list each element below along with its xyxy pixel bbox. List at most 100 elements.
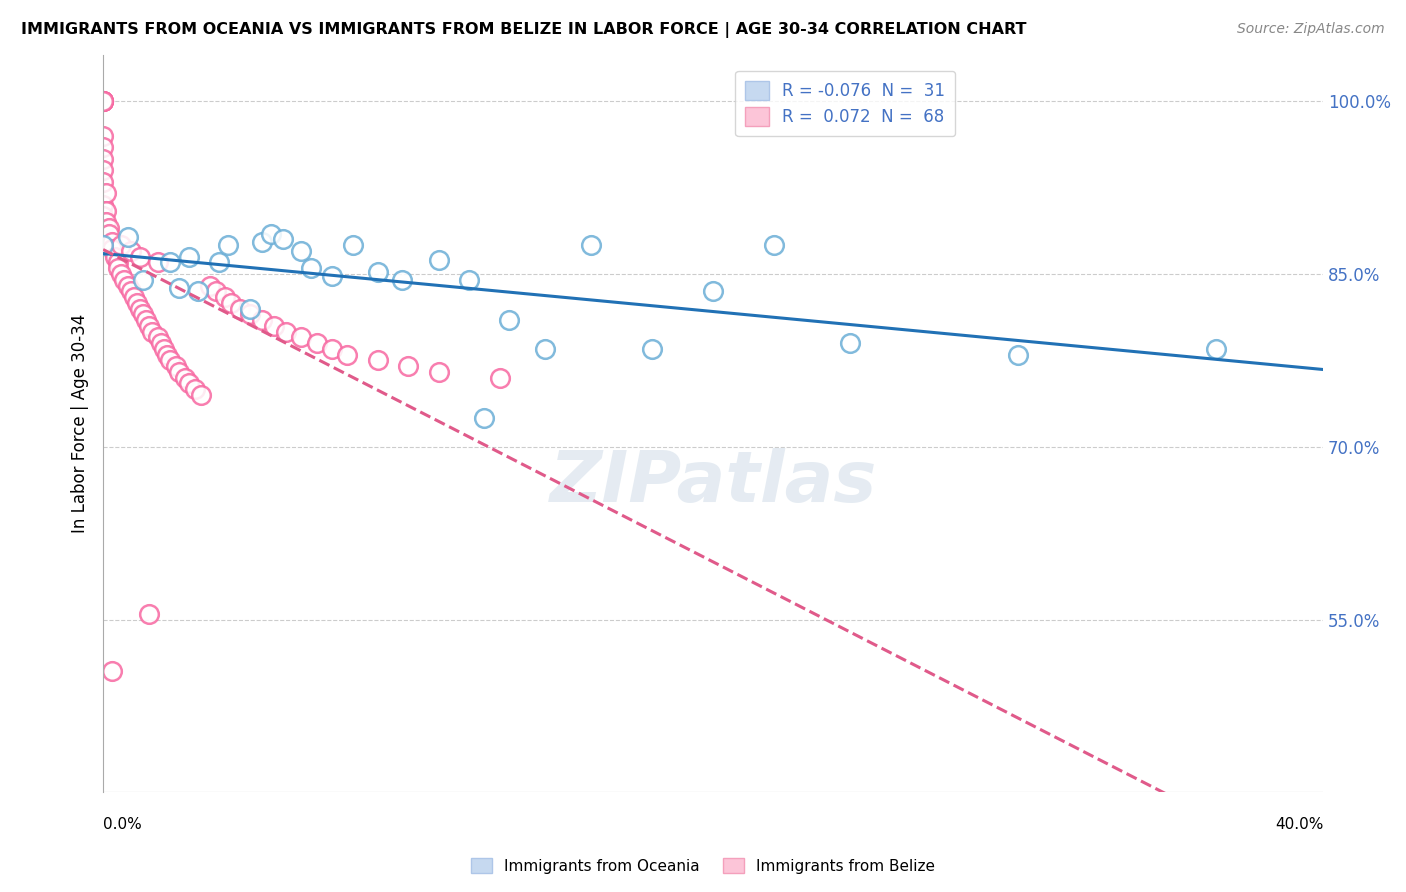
Point bbox=[135, 313, 157, 327]
Point bbox=[132, 273, 155, 287]
Legend: R = -0.076  N =  31, R =  0.072  N =  68: R = -0.076 N = 31, R = 0.072 N = 68 bbox=[735, 70, 955, 136]
Point bbox=[138, 318, 160, 333]
Point bbox=[110, 267, 132, 281]
Point bbox=[702, 285, 724, 299]
Point bbox=[271, 232, 294, 246]
Point bbox=[305, 336, 328, 351]
Point bbox=[488, 370, 510, 384]
Point bbox=[150, 336, 173, 351]
Point bbox=[96, 215, 118, 229]
Point bbox=[146, 330, 169, 344]
Point bbox=[117, 230, 139, 244]
Point bbox=[229, 301, 252, 316]
Point bbox=[260, 227, 283, 241]
Point bbox=[101, 235, 124, 249]
Point bbox=[91, 94, 114, 108]
Point bbox=[250, 313, 273, 327]
Point bbox=[321, 269, 343, 284]
Text: ZIPatlas: ZIPatlas bbox=[550, 449, 877, 517]
Point bbox=[177, 250, 200, 264]
Point bbox=[153, 342, 176, 356]
Point bbox=[198, 278, 221, 293]
Text: 40.0%: 40.0% bbox=[1275, 817, 1323, 832]
Point bbox=[110, 238, 132, 252]
Point bbox=[169, 281, 191, 295]
Point bbox=[534, 342, 557, 356]
Point bbox=[101, 665, 124, 679]
Point bbox=[128, 250, 150, 264]
Point bbox=[205, 285, 228, 299]
Point bbox=[91, 128, 114, 143]
Point bbox=[238, 307, 260, 321]
Y-axis label: In Labor Force | Age 30-34: In Labor Force | Age 30-34 bbox=[72, 314, 89, 533]
Point bbox=[98, 221, 121, 235]
Point bbox=[458, 273, 481, 287]
Point bbox=[276, 325, 298, 339]
Point bbox=[98, 227, 121, 241]
Point bbox=[1007, 348, 1029, 362]
Point bbox=[219, 295, 242, 310]
Text: IMMIGRANTS FROM OCEANIA VS IMMIGRANTS FROM BELIZE IN LABOR FORCE | AGE 30-34 COR: IMMIGRANTS FROM OCEANIA VS IMMIGRANTS FR… bbox=[21, 22, 1026, 38]
Point bbox=[138, 607, 160, 621]
Text: Source: ZipAtlas.com: Source: ZipAtlas.com bbox=[1237, 22, 1385, 37]
Point bbox=[96, 203, 118, 218]
Point bbox=[117, 278, 139, 293]
Point bbox=[1205, 342, 1227, 356]
Point bbox=[91, 94, 114, 108]
Point bbox=[96, 186, 118, 201]
Point bbox=[641, 342, 664, 356]
Point bbox=[91, 152, 114, 166]
Point bbox=[91, 140, 114, 154]
Point bbox=[427, 253, 450, 268]
Point bbox=[250, 235, 273, 249]
Point bbox=[177, 376, 200, 391]
Point bbox=[498, 313, 520, 327]
Point bbox=[474, 411, 496, 425]
Point bbox=[839, 336, 862, 351]
Text: 0.0%: 0.0% bbox=[103, 817, 142, 832]
Point bbox=[299, 261, 322, 276]
Point bbox=[174, 370, 197, 384]
Point bbox=[91, 94, 114, 108]
Point bbox=[159, 353, 181, 368]
Point bbox=[169, 365, 191, 379]
Point bbox=[427, 365, 450, 379]
Point bbox=[391, 273, 413, 287]
Point bbox=[165, 359, 187, 374]
Point bbox=[122, 290, 145, 304]
Point bbox=[107, 255, 129, 269]
Point bbox=[367, 265, 389, 279]
Point bbox=[367, 353, 389, 368]
Point bbox=[156, 348, 179, 362]
Point bbox=[763, 238, 786, 252]
Point bbox=[101, 242, 124, 256]
Point bbox=[217, 238, 239, 252]
Point bbox=[290, 330, 312, 344]
Point bbox=[120, 244, 142, 258]
Point bbox=[120, 285, 142, 299]
Point bbox=[91, 198, 114, 212]
Point bbox=[238, 301, 260, 316]
Point bbox=[91, 94, 114, 108]
Point bbox=[91, 94, 114, 108]
Point bbox=[128, 301, 150, 316]
Point bbox=[91, 175, 114, 189]
Point bbox=[183, 382, 205, 396]
Point bbox=[342, 238, 364, 252]
Point bbox=[336, 348, 359, 362]
Point bbox=[579, 238, 602, 252]
Point bbox=[104, 250, 127, 264]
Point bbox=[91, 94, 114, 108]
Point bbox=[91, 163, 114, 178]
Legend: Immigrants from Oceania, Immigrants from Belize: Immigrants from Oceania, Immigrants from… bbox=[464, 852, 942, 880]
Point bbox=[190, 388, 212, 402]
Point bbox=[263, 318, 285, 333]
Point bbox=[141, 325, 163, 339]
Point bbox=[146, 255, 169, 269]
Point bbox=[208, 255, 231, 269]
Point bbox=[290, 244, 312, 258]
Point bbox=[107, 261, 129, 276]
Point bbox=[396, 359, 419, 374]
Point bbox=[114, 273, 136, 287]
Point bbox=[91, 238, 114, 252]
